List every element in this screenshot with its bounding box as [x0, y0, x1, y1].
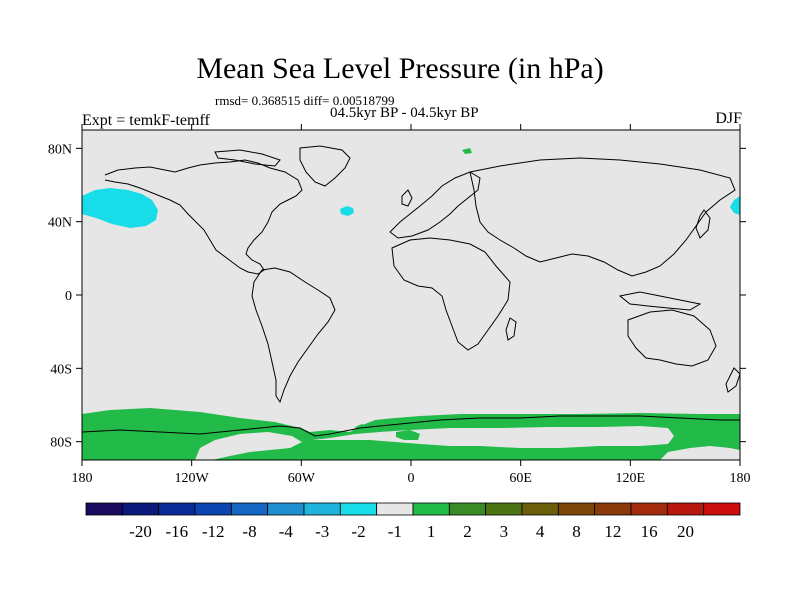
coast-antarctica	[82, 415, 740, 437]
coast-uk	[401, 189, 413, 207]
latitude-axis: 80N 40N 0 40S 80S	[48, 142, 746, 451]
positive-anomaly-arctic	[462, 148, 472, 154]
colorbar-swatch	[557, 502, 596, 516]
colorbar-label: -2	[351, 522, 365, 541]
colorbar-swatch	[412, 502, 450, 516]
colorbar-label: 3	[500, 522, 509, 541]
lon-tick-label: 180	[730, 471, 751, 486]
lon-tick-label: 0	[408, 471, 415, 486]
coast-asia	[469, 157, 736, 277]
map-background	[82, 130, 740, 460]
colorbar-swatch	[376, 502, 414, 516]
coast-africa	[391, 237, 511, 351]
colorbar-label: 4	[536, 522, 545, 541]
lon-tick-label: 60W	[288, 471, 316, 486]
coast-europe	[389, 171, 481, 239]
colorbar-swatch	[485, 502, 523, 516]
coastlines	[82, 145, 740, 437]
lat-tick-label: 0	[65, 289, 72, 304]
anomaly-fills	[82, 145, 740, 460]
lon-tick-label: 120W	[175, 471, 210, 486]
colorbar-label: 16	[641, 522, 658, 541]
coast-south-america	[251, 267, 336, 404]
colorbar-swatch	[703, 502, 741, 516]
coast-new-zealand	[725, 367, 740, 393]
coast-madagascar	[505, 317, 517, 341]
colorbar-swatch	[158, 502, 196, 516]
coast-north-america	[104, 159, 303, 275]
colorbar-swatch	[339, 502, 378, 516]
lat-tick-label: 80S	[50, 436, 72, 451]
colorbar: -20 -16 -12 -8 -4 -3 -2 -1 1 2 3 4 8 12 16 20	[85, 502, 741, 541]
positive-anomaly-weddell	[396, 430, 420, 440]
lat-tick-label: 40N	[48, 216, 72, 231]
colorbar-label: 8	[572, 522, 581, 541]
negative-anomaly-atlantic	[340, 206, 354, 216]
lon-tick-label: 120E	[616, 471, 646, 486]
colorbar-swatch	[230, 502, 269, 516]
lon-tick-label: 180	[72, 471, 93, 486]
colorbar-label: 2	[463, 522, 472, 541]
colorbar-label: -1	[388, 522, 402, 541]
coast-greenland	[299, 145, 351, 187]
stats-label: rmsd= 0.368515 diff= 0.00518799	[215, 93, 395, 108]
negative-anomaly-north-pacific	[82, 188, 158, 228]
longitude-axis: 180 120W 60W 0 60E 120E 180	[72, 124, 751, 486]
negative-anomaly-east-pacific	[730, 196, 740, 215]
coast-australia	[627, 309, 717, 367]
colorbar-swatch	[666, 502, 705, 516]
colorbar-label: -4	[279, 522, 294, 541]
coast-japan	[695, 209, 711, 239]
colorbar-swatch	[303, 502, 341, 516]
antarctica-neutral-west	[195, 432, 302, 460]
map-title: Mean Sea Level Pressure (in hPa)	[196, 52, 604, 85]
colorbar-swatch	[521, 502, 559, 516]
colorbar-swatch	[448, 502, 487, 516]
colorbar-swatch	[194, 502, 232, 516]
coast-indonesia	[618, 291, 702, 311]
colorbar-swatch	[121, 502, 160, 516]
colorbar-swatch	[85, 502, 123, 516]
season-label: DJF	[715, 110, 742, 127]
colorbar-swatch	[594, 502, 632, 516]
antarctica-neutral-east	[660, 446, 740, 460]
colorbar-label: -3	[315, 522, 329, 541]
colorbar-label: 12	[604, 522, 621, 541]
lat-tick-label: 80N	[48, 142, 72, 157]
period-label: 04.5kyr BP - 04.5kyr BP	[330, 105, 479, 121]
lon-tick-label: 60E	[509, 471, 532, 486]
colorbar-label: -12	[202, 522, 225, 541]
colorbar-label: 1	[427, 522, 436, 541]
colorbar-label: 20	[677, 522, 694, 541]
colorbar-label: -16	[165, 522, 188, 541]
colorbar-swatch	[630, 502, 668, 516]
colorbar-label: -8	[242, 522, 256, 541]
coast-arctic-islands	[214, 149, 281, 167]
colorbar-label: -20	[129, 522, 152, 541]
experiment-label: Expt = temkF-temff	[82, 112, 210, 129]
colorbar-swatch	[267, 502, 305, 516]
lat-tick-label: 40S	[50, 362, 72, 377]
